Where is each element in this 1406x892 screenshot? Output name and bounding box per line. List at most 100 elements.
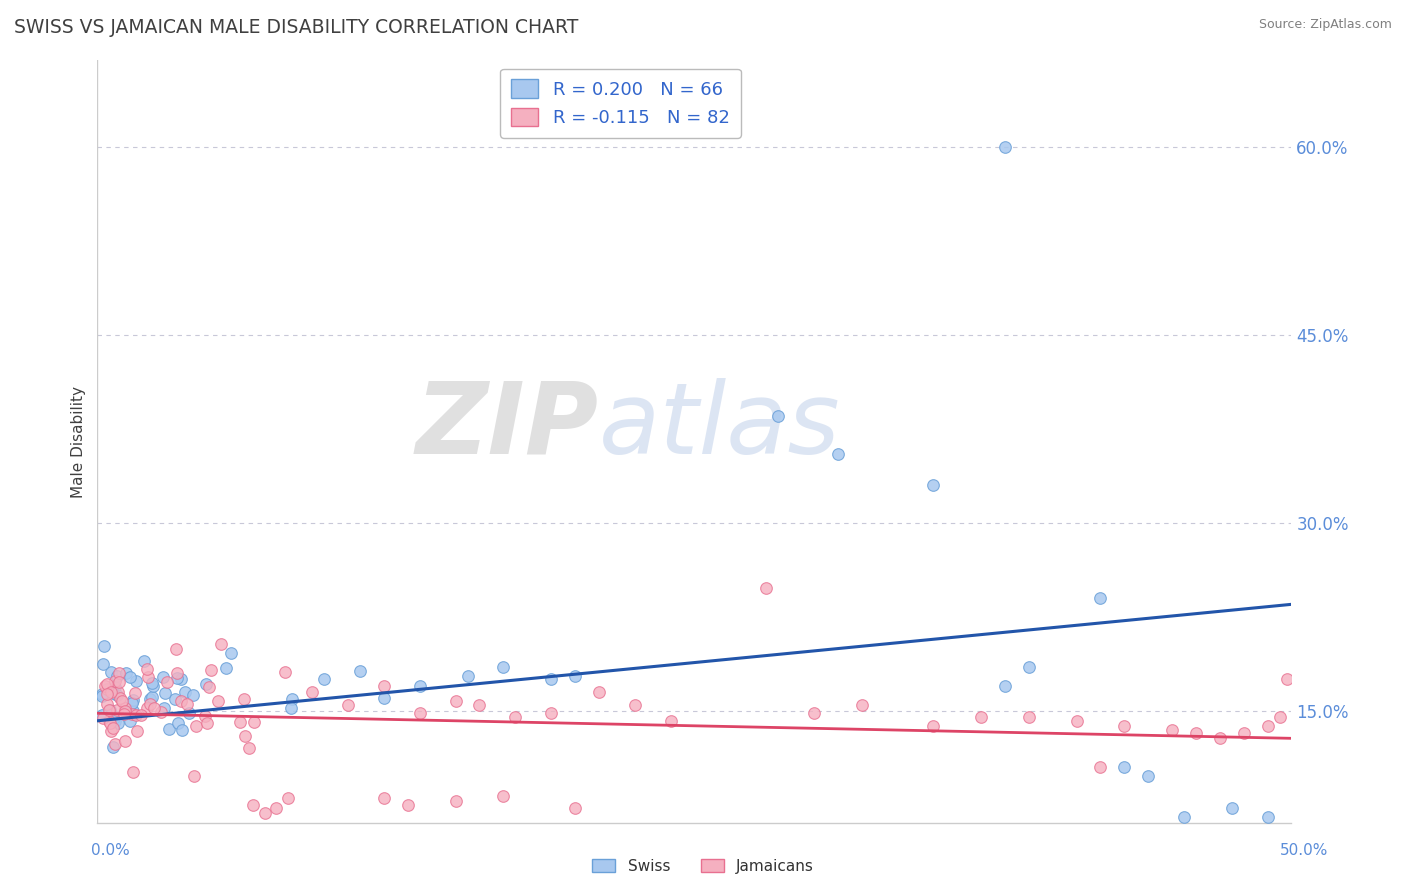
- Point: [922, 719, 945, 733]
- Point: [1233, 726, 1256, 740]
- Point: [588, 685, 610, 699]
- Point: [503, 710, 526, 724]
- Point: [142, 701, 165, 715]
- Text: SWISS VS JAMAICAN MALE DISABILITY CORRELATION CHART: SWISS VS JAMAICAN MALE DISABILITY CORREL…: [14, 18, 578, 37]
- Point: [91, 707, 114, 722]
- Text: 0.0%: 0.0%: [91, 843, 131, 858]
- Point: [1268, 710, 1291, 724]
- Point: [165, 641, 187, 656]
- Point: [1018, 660, 1040, 674]
- Point: [156, 675, 179, 690]
- Point: [194, 677, 217, 691]
- Point: [121, 704, 143, 718]
- Point: [135, 662, 157, 676]
- Point: [141, 676, 163, 690]
- Point: [444, 794, 467, 808]
- Point: [111, 693, 134, 707]
- Point: [1220, 801, 1243, 815]
- Point: [101, 722, 124, 736]
- Point: [994, 679, 1017, 693]
- Point: [564, 669, 586, 683]
- Point: [755, 581, 778, 595]
- Point: [125, 708, 148, 723]
- Point: [851, 698, 873, 712]
- Point: [803, 706, 825, 721]
- Point: [1066, 714, 1088, 728]
- Point: [173, 684, 195, 698]
- Point: [659, 714, 682, 728]
- Point: [166, 666, 188, 681]
- Point: [492, 789, 515, 803]
- Point: [337, 698, 360, 712]
- Point: [229, 714, 252, 729]
- Point: [125, 674, 148, 689]
- Point: [1090, 591, 1112, 605]
- Point: [1185, 726, 1208, 740]
- Point: [200, 663, 222, 677]
- Point: [172, 723, 194, 737]
- Point: [170, 672, 193, 686]
- Point: [1275, 673, 1298, 687]
- Point: [1114, 719, 1136, 733]
- Point: [177, 706, 200, 720]
- Point: [194, 709, 217, 723]
- Point: [1137, 769, 1160, 783]
- Point: [114, 733, 136, 747]
- Point: [121, 696, 143, 710]
- Point: [112, 706, 135, 721]
- Point: [118, 670, 141, 684]
- Point: [114, 700, 136, 714]
- Point: [104, 737, 127, 751]
- Point: [314, 673, 336, 687]
- Point: [100, 723, 122, 738]
- Point: [280, 701, 302, 715]
- Point: [121, 706, 143, 721]
- Point: [115, 665, 138, 680]
- Point: [142, 680, 165, 694]
- Point: [163, 692, 186, 706]
- Point: [107, 715, 129, 730]
- Point: [301, 685, 323, 699]
- Point: [373, 691, 395, 706]
- Point: [108, 690, 131, 705]
- Point: [139, 697, 162, 711]
- Point: [97, 714, 120, 729]
- Point: [277, 791, 299, 805]
- Point: [994, 140, 1017, 154]
- Point: [1161, 723, 1184, 737]
- Point: [540, 673, 562, 687]
- Point: [98, 703, 121, 717]
- Text: ZIP: ZIP: [416, 378, 599, 475]
- Point: [183, 769, 205, 783]
- Point: [181, 688, 204, 702]
- Point: [107, 689, 129, 703]
- Point: [409, 679, 432, 693]
- Point: [104, 674, 127, 689]
- Point: [444, 694, 467, 708]
- Point: [93, 657, 115, 671]
- Point: [1257, 719, 1279, 733]
- Point: [766, 409, 789, 424]
- Legend: Swiss, Jamaicans: Swiss, Jamaicans: [586, 853, 820, 880]
- Point: [207, 693, 229, 707]
- Point: [129, 708, 152, 723]
- Point: [98, 716, 121, 731]
- Point: [93, 639, 115, 653]
- Point: [1090, 760, 1112, 774]
- Point: [170, 694, 193, 708]
- Point: [139, 691, 162, 706]
- Point: [166, 715, 188, 730]
- Point: [96, 697, 118, 711]
- Point: [100, 665, 122, 680]
- Point: [215, 661, 238, 675]
- Point: [157, 723, 180, 737]
- Point: [564, 801, 586, 815]
- Point: [409, 706, 432, 721]
- Point: [468, 698, 491, 712]
- Point: [135, 701, 157, 715]
- Point: [108, 674, 131, 689]
- Point: [105, 669, 128, 683]
- Point: [266, 801, 288, 815]
- Point: [922, 478, 945, 492]
- Point: [274, 665, 297, 680]
